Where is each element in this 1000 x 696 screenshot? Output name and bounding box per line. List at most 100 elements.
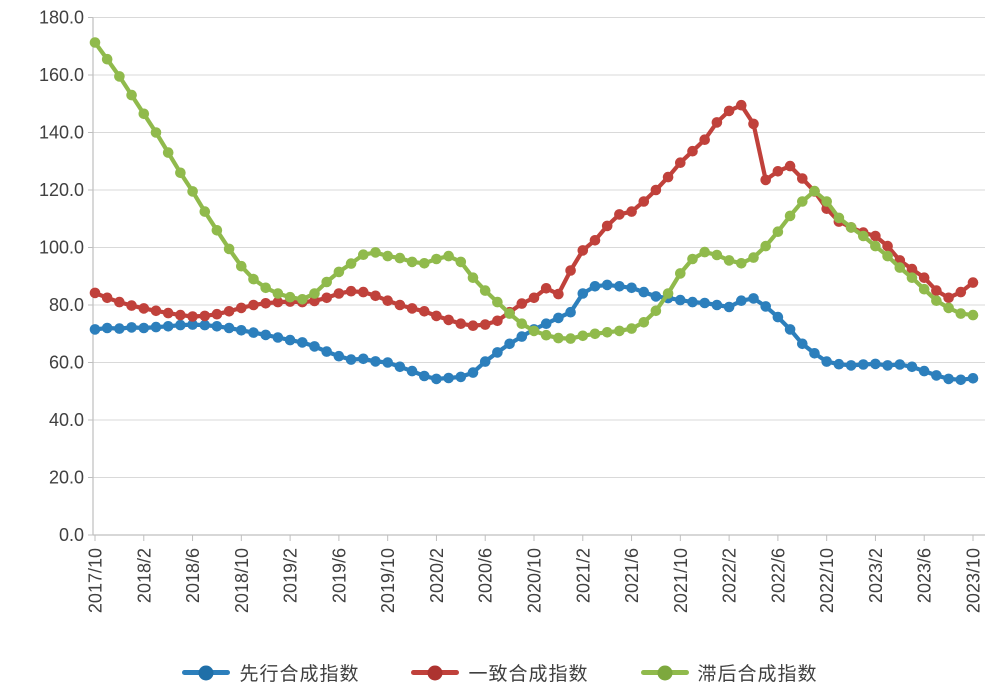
data-point [101, 53, 113, 65]
x-axis-tick-label: 2019/2 [281, 548, 301, 603]
data-point [248, 273, 259, 285]
data-point [723, 301, 735, 313]
data-point [577, 330, 589, 342]
x-axis-tick-label: 2021/10 [671, 548, 691, 613]
x-axis-tick-label: 2019/6 [329, 548, 349, 603]
data-point [443, 314, 454, 326]
data-point [662, 171, 674, 183]
data-point [345, 354, 357, 365]
data-point [626, 282, 637, 294]
data-point [394, 299, 406, 311]
data-point [297, 337, 308, 348]
data-point [894, 262, 906, 273]
data-point [358, 286, 369, 298]
data-point [699, 246, 710, 258]
data-point [614, 325, 625, 337]
data-point [114, 323, 125, 334]
y-axis-tick-label: 140.0 [39, 123, 84, 143]
data-point [89, 324, 101, 335]
data-point [126, 322, 137, 333]
data-point [760, 301, 771, 312]
data-point [321, 346, 333, 357]
data-point [931, 295, 942, 307]
data-point [601, 279, 613, 291]
data-point [626, 323, 637, 334]
data-point [333, 288, 345, 299]
x-axis-tick-label: 2023/2 [866, 548, 886, 603]
data-point [236, 302, 247, 314]
data-point [638, 317, 650, 328]
data-point [675, 157, 686, 168]
legend: 先行合成指数 一致合成指数 滞后合成指数 [0, 659, 1000, 686]
data-point [479, 356, 491, 367]
data-point [931, 370, 942, 381]
data-point [736, 295, 747, 307]
data-point [711, 249, 723, 261]
data-point [772, 166, 784, 177]
data-point [199, 310, 211, 322]
data-point [211, 225, 223, 236]
data-point [199, 319, 211, 331]
data-point [870, 240, 881, 252]
data-point [406, 303, 418, 314]
x-axis-tick-label: 2022/10 [817, 548, 837, 613]
y-axis-tick-label: 160.0 [39, 65, 84, 85]
data-point [736, 99, 747, 111]
data-point [687, 296, 698, 308]
data-point [89, 37, 101, 48]
data-point [540, 283, 552, 294]
data-point [419, 258, 430, 269]
data-point [760, 174, 771, 186]
data-point [528, 325, 540, 337]
data-point [553, 312, 564, 324]
data-point [333, 266, 345, 278]
data-point [101, 292, 113, 304]
legend-marker-dot [657, 665, 672, 680]
data-point [967, 277, 979, 288]
data-point [248, 299, 259, 311]
data-point [272, 288, 284, 299]
legend-marker-line [640, 665, 689, 680]
legend-item-3: 滞后合成指数 [640, 659, 818, 686]
data-point [748, 252, 759, 263]
y-axis-tick-label: 120.0 [39, 180, 84, 200]
data-point [504, 338, 515, 350]
data-point [614, 209, 625, 220]
data-point [467, 272, 479, 284]
data-point [931, 285, 942, 296]
data-point [553, 288, 564, 300]
data-point [797, 196, 808, 207]
data-point [492, 296, 503, 308]
data-point [821, 356, 832, 367]
x-axis-tick-label: 2018/10 [232, 548, 252, 613]
data-point [772, 226, 784, 237]
legend-label: 一致合成指数 [468, 664, 589, 685]
data-point [943, 302, 954, 314]
data-point [650, 305, 662, 317]
data-point [455, 256, 467, 268]
data-point [101, 322, 113, 334]
data-point [723, 105, 735, 117]
data-point [516, 331, 528, 342]
data-point [906, 361, 918, 373]
data-point [918, 365, 930, 377]
data-point [443, 250, 454, 262]
data-point [284, 334, 296, 346]
x-axis-tick-label: 2021/6 [622, 548, 642, 603]
data-point [223, 243, 235, 255]
data-point [150, 305, 162, 317]
y-axis-tick-label: 180.0 [39, 8, 84, 28]
data-point [870, 230, 881, 242]
data-point [236, 325, 247, 336]
data-point [479, 285, 491, 296]
data-point [638, 286, 650, 298]
data-point [187, 319, 198, 330]
data-point [797, 338, 808, 350]
data-point [467, 320, 479, 332]
data-point [833, 212, 845, 224]
data-point [784, 210, 796, 222]
x-axis-tick-label: 2019/10 [378, 548, 398, 613]
data-point [699, 134, 710, 145]
x-axis-tick-label: 2021/2 [573, 548, 593, 603]
data-point [138, 108, 150, 120]
